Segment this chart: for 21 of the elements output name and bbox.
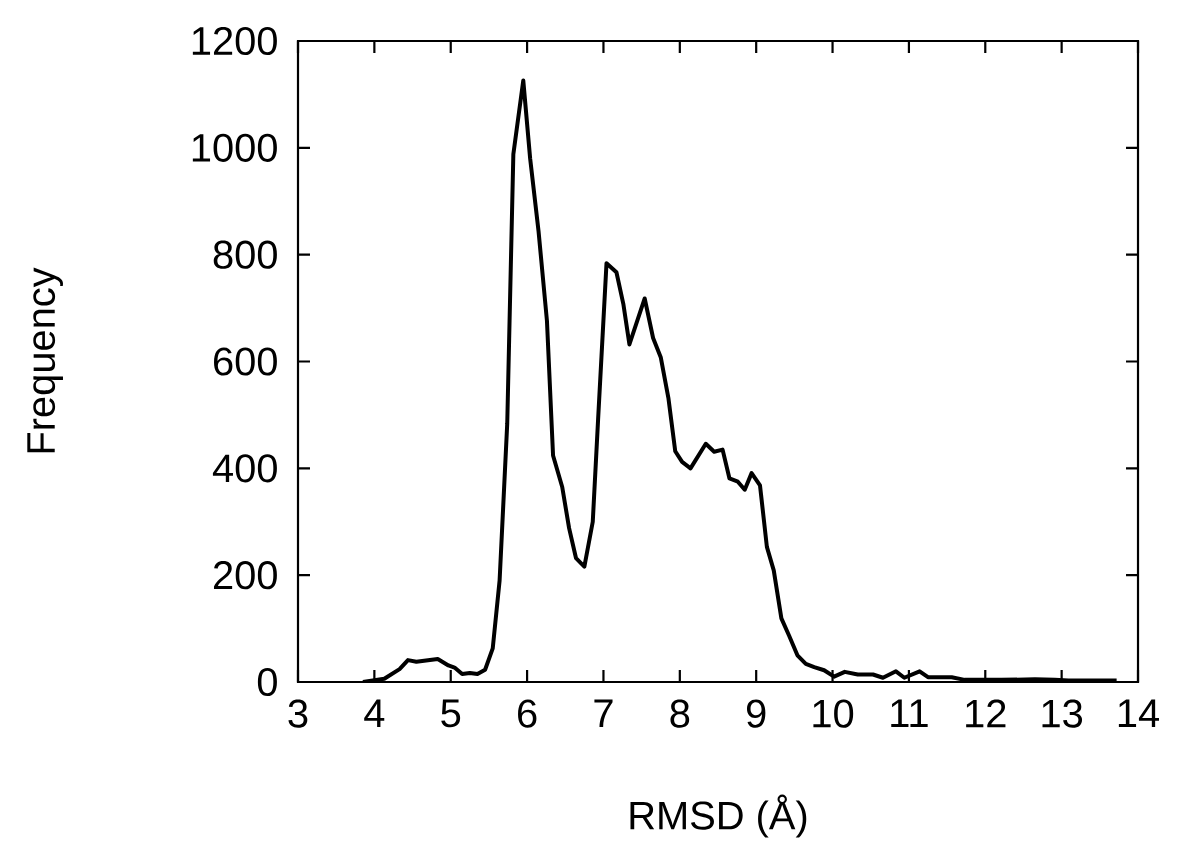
y-tick-label: 1200 [192, 26, 277, 56]
x-tick-label: 10 [813, 699, 854, 728]
y-tick-label: 0 [257, 667, 277, 697]
x-tick-label: 3 [288, 699, 308, 728]
x-tick-label: 13 [1042, 699, 1083, 728]
x-tick-label: 4 [364, 699, 385, 727]
x-tick-label: 9 [746, 699, 766, 728]
x-tick-label: 14 [1118, 699, 1159, 727]
x-tick-label: 6 [518, 699, 537, 728]
x-axis-title: RMSD (Å) [630, 794, 807, 838]
x-tick-label: 8 [670, 699, 690, 728]
y-tick-label: 400 [212, 454, 277, 483]
y-tick-label: 1000 [192, 133, 277, 162]
x-tick-label: 5 [441, 699, 461, 728]
x-tick-label: 12 [966, 699, 1006, 728]
y-axis-title: Frequency [27, 267, 63, 453]
x-tick-label: 7 [594, 699, 613, 727]
y-tick-label: 800 [213, 240, 277, 269]
y-tick-label: 600 [214, 347, 277, 376]
x-tick-label: 11 [891, 699, 928, 727]
y-tick-label: 200 [213, 561, 277, 590]
